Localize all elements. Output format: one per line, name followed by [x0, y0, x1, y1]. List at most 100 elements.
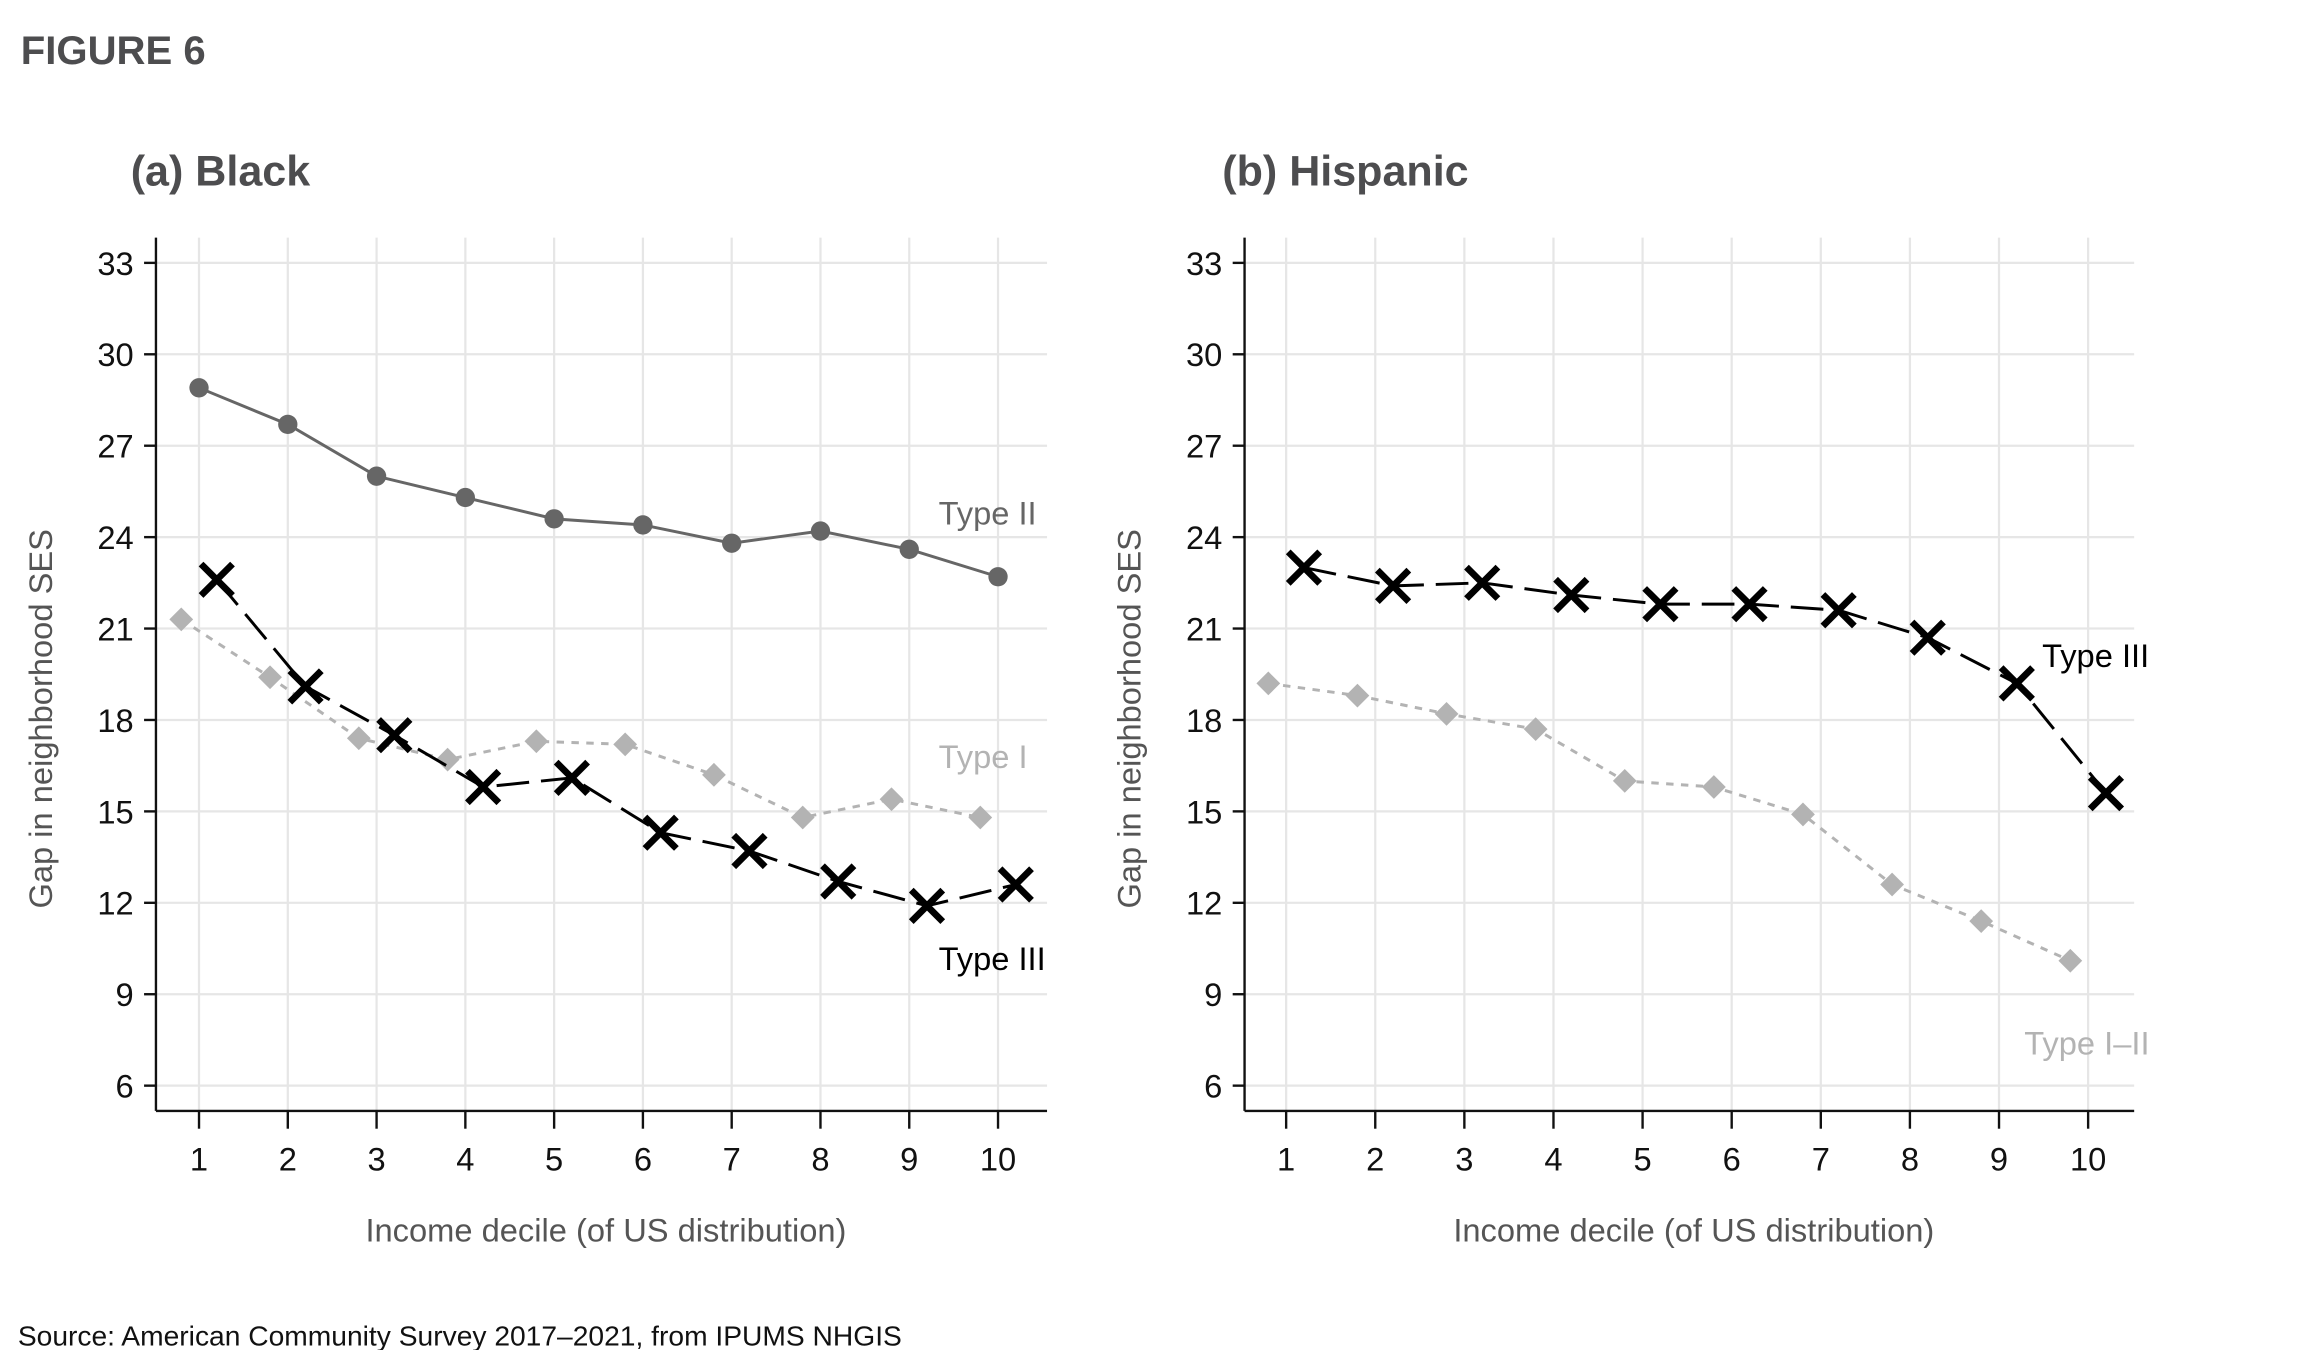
data-point-diamond: [258, 665, 282, 690]
x-tick-label: 5: [1633, 1140, 1651, 1177]
y-tick-label: 9: [116, 976, 134, 1013]
y-tick-label: 30: [1186, 336, 1222, 373]
y-tick-label: 27: [1186, 428, 1222, 465]
data-point-diamond: [702, 762, 726, 787]
data-point-diamond: [2058, 948, 2083, 973]
x-tick-label: 2: [279, 1140, 297, 1177]
data-point-x: [1464, 564, 1501, 601]
series-line: [198, 386, 999, 579]
series-line: [1268, 681, 2071, 963]
data-point-x: [642, 814, 679, 851]
data-point-x: [1642, 586, 1679, 623]
data-point-circle: [899, 539, 919, 559]
data-point-x: [376, 717, 413, 754]
y-axis-title: Gap in neighborhood SES: [22, 529, 59, 908]
panel-title: (a) Black: [131, 148, 310, 196]
data-point-diamond: [1969, 909, 1994, 933]
series-label-type-i: Type I: [939, 738, 1028, 775]
y-tick-label: 27: [97, 428, 133, 465]
x-tick-label: 4: [456, 1140, 474, 1177]
series-label-type-iii: Type III: [939, 940, 1046, 977]
y-tick-label: 9: [1204, 976, 1222, 1013]
data-point-diamond: [435, 747, 460, 772]
data-point-diamond: [169, 607, 194, 632]
x-axis-title: Income decile (of US distribution): [1453, 1212, 1934, 1249]
x-tick-label: 3: [367, 1140, 385, 1177]
data-point-x: [465, 768, 502, 806]
data-point-x: [731, 832, 768, 870]
data-point-circle: [189, 378, 209, 398]
data-point-x: [1374, 567, 1412, 604]
data-point-circle: [633, 515, 653, 535]
data-point-x: [908, 887, 946, 924]
series-line: [215, 578, 1017, 908]
x-tick-label: 3: [1455, 1140, 1473, 1177]
data-point-x: [198, 561, 235, 598]
series-type-i-ii: [1256, 671, 2083, 973]
series-type-iii: [198, 561, 1034, 924]
data-point-x: [553, 759, 590, 796]
x-tick-label: 10: [980, 1140, 1016, 1177]
y-tick-label: 18: [97, 702, 133, 739]
y-tick-label: 6: [116, 1068, 134, 1105]
data-point-diamond: [1434, 701, 1459, 726]
data-point-diamond: [524, 729, 549, 754]
x-tick-label: 5: [545, 1140, 563, 1177]
y-tick-label: 12: [97, 885, 133, 922]
data-point-diamond: [613, 732, 638, 757]
y-tick-label: 33: [1186, 245, 1222, 282]
series: [169, 378, 1034, 924]
data-point-x: [1731, 586, 1768, 623]
data-point-diamond: [968, 805, 993, 830]
x-axis-title: Income decile (of US distribution): [365, 1212, 846, 1249]
y-tick-label: 30: [97, 336, 133, 373]
data-point-diamond: [879, 787, 904, 812]
data-point-circle: [810, 521, 831, 541]
series-type-iii: [1285, 549, 2125, 812]
gridlines: [1244, 237, 2135, 1111]
y-tick-label: 15: [97, 793, 133, 830]
x-tick-label: 2: [1366, 1140, 1384, 1177]
panel-title: (b) Hispanic: [1222, 148, 1468, 196]
data-point-diamond: [1612, 769, 1637, 793]
y-tick-label: 6: [1204, 1068, 1222, 1105]
data-point-diamond: [1791, 802, 1815, 827]
y-tick-label: 15: [1186, 793, 1222, 830]
y-axis-title: Gap in neighborhood SES: [1111, 529, 1148, 908]
series-type-i: [169, 607, 993, 830]
data-point-diamond: [1256, 671, 1281, 696]
x-tick-label: 9: [900, 1140, 918, 1177]
x-tick-label: 7: [1812, 1140, 1830, 1177]
x-tick-label: 4: [1544, 1140, 1562, 1177]
y-tick-label: 12: [1186, 885, 1222, 922]
series-type-ii: [189, 378, 1008, 587]
x-tick-label: 6: [634, 1140, 652, 1177]
x-tick-label: 1: [1277, 1140, 1295, 1177]
data-point-diamond: [1701, 775, 1726, 799]
figure-title: FIGURE 6: [21, 29, 206, 73]
data-point-circle: [988, 567, 1008, 587]
x-tick-label: 1: [190, 1140, 208, 1177]
y-tick-label: 24: [97, 519, 133, 556]
data-point-diamond: [1523, 717, 1548, 741]
data-point-x: [1820, 592, 1857, 629]
series-label-type-i-ii: Type I–II: [2024, 1024, 2149, 1061]
x-tick-label: 8: [811, 1140, 829, 1177]
data-point-circle: [366, 466, 387, 486]
data-point-circle: [544, 509, 564, 529]
y-tick-label: 21: [97, 610, 133, 647]
x-tick-label: 7: [723, 1140, 741, 1177]
data-point-circle: [455, 487, 476, 508]
series-line: [1303, 566, 2108, 795]
data-point-x: [287, 668, 324, 705]
data-point-x: [1553, 576, 1590, 614]
data-point-x: [1285, 549, 1323, 586]
data-point-x: [1998, 665, 2035, 702]
data-point-circle: [722, 533, 742, 553]
data-point-diamond: [346, 726, 371, 751]
